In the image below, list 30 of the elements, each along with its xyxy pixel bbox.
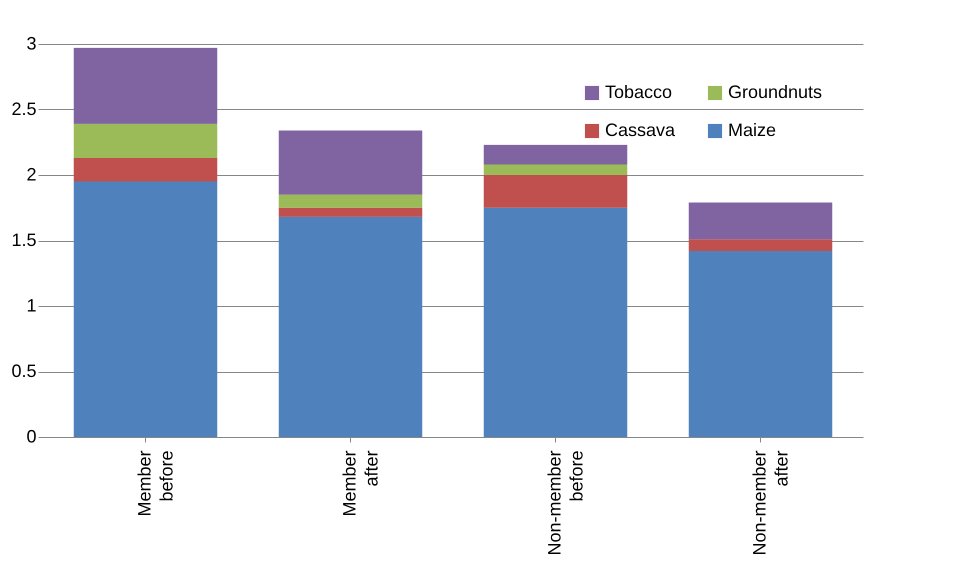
bar [688, 202, 832, 240]
y-tick-label: 3 [26, 34, 36, 54]
y-tick-label: 0 [26, 426, 36, 446]
bar [688, 250, 832, 437]
legend-label: Cassava [605, 120, 676, 140]
bar [74, 124, 218, 158]
y-tick-label: 0.5 [11, 361, 36, 381]
bar [484, 175, 628, 208]
bar [74, 158, 218, 182]
y-tick-label: 1.5 [11, 230, 36, 250]
x-tick-label: Non-member before [544, 450, 586, 556]
bar [484, 208, 628, 437]
y-tick-label: 2 [26, 164, 36, 184]
x-tick-label: Non-member after [750, 450, 792, 556]
bar [688, 239, 832, 251]
x-tick-label: Member after [340, 450, 382, 517]
bar [278, 216, 422, 437]
bar [484, 144, 628, 165]
y-tick-label: 1 [26, 296, 36, 316]
bar [278, 194, 422, 208]
bar [278, 208, 422, 217]
bar [74, 182, 218, 437]
bar [278, 130, 422, 195]
bar [74, 48, 218, 124]
legend-label: Groundnuts [728, 82, 822, 102]
legend-label: Tobacco [605, 82, 672, 102]
x-tick-label: Member before [134, 450, 176, 517]
bar [484, 164, 628, 175]
y-tick-label: 2.5 [11, 99, 36, 119]
legend-label: Maize [728, 120, 776, 140]
